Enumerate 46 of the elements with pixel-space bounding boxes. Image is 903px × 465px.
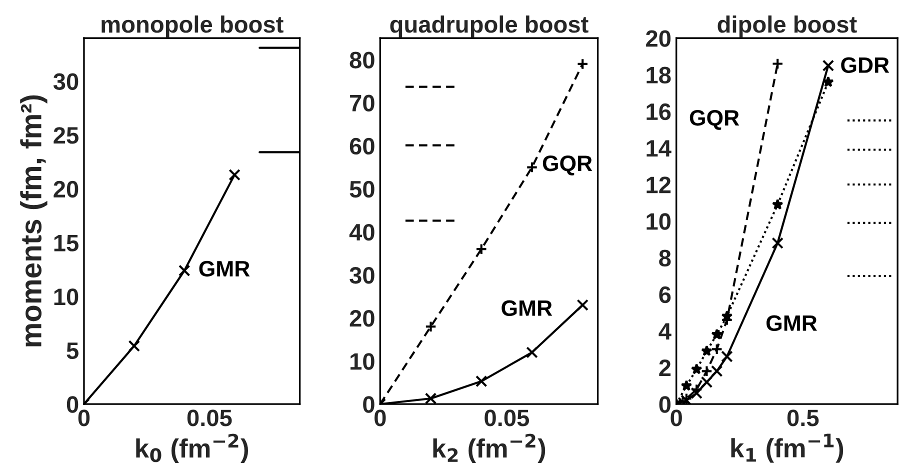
series-label: GQR — [690, 110, 740, 130]
y-tick-label: 20 — [646, 30, 671, 47]
series-label: GMR — [502, 300, 552, 316]
y-tick-label: 6 — [659, 286, 671, 304]
y-tick-label: 12 — [646, 176, 671, 194]
y-tick-label: 30 — [350, 266, 374, 284]
x-axis-title: k$_{1}$ (fm$^{−1}$) — [731, 434, 844, 463]
y-tick-label: 25 — [54, 127, 78, 144]
x-axis-title: k$_{2}$ (fm$^{−2}$) — [433, 434, 546, 464]
y-tick-label: 60 — [350, 138, 374, 155]
y-tick-label: 70 — [350, 94, 374, 112]
x-tick-label: 0.05 — [484, 410, 530, 426]
x-axis-title: k$_{0}$ (fm$^{−2}$) — [136, 434, 248, 464]
y-axis-title: moments (fm, fm²) — [20, 95, 48, 346]
y-tick-label: 30 — [53, 73, 78, 90]
y-tick-label: 10 — [350, 353, 374, 370]
y-tick-label: 10 — [646, 213, 671, 230]
chart-title: dipole boost — [718, 15, 857, 38]
y-tick-label: 0 — [659, 396, 671, 413]
y-tick-label: 0 — [66, 396, 78, 413]
series-label: GMR — [766, 315, 817, 332]
y-tick-label: 40 — [349, 224, 374, 241]
y-tick-label: 80 — [350, 52, 374, 68]
x-tick-label: 0 — [670, 410, 682, 426]
chart-title: monopole boost — [102, 15, 284, 38]
y-tick-label: 20 — [350, 310, 374, 327]
chart-title: quadrupole boost — [390, 15, 588, 38]
y-tick-label: 8 — [659, 250, 671, 266]
y-tick-label: 14 — [646, 140, 672, 156]
x-tick-label: 0 — [374, 410, 386, 426]
series-label: GDR — [841, 57, 890, 74]
y-tick-label: 20 — [54, 180, 78, 198]
series-label: GQR — [542, 156, 592, 176]
y-tick-label: 16 — [646, 103, 671, 120]
series-label: GMR — [199, 260, 250, 277]
x-tick-label: 0 — [78, 410, 90, 426]
y-tick-label: 18 — [646, 66, 671, 84]
y-tick-label: 4 — [658, 323, 672, 340]
y-tick-label: 5 — [66, 342, 78, 360]
y-tick-label: 2 — [659, 360, 671, 376]
x-tick-label: 0.05 — [187, 410, 232, 426]
y-tick-label: 15 — [54, 234, 78, 252]
x-tick-label: 0.5 — [787, 410, 819, 426]
y-tick-label: 50 — [350, 180, 374, 198]
y-tick-label: 0 — [363, 396, 374, 413]
y-tick-label: 10 — [54, 288, 78, 306]
